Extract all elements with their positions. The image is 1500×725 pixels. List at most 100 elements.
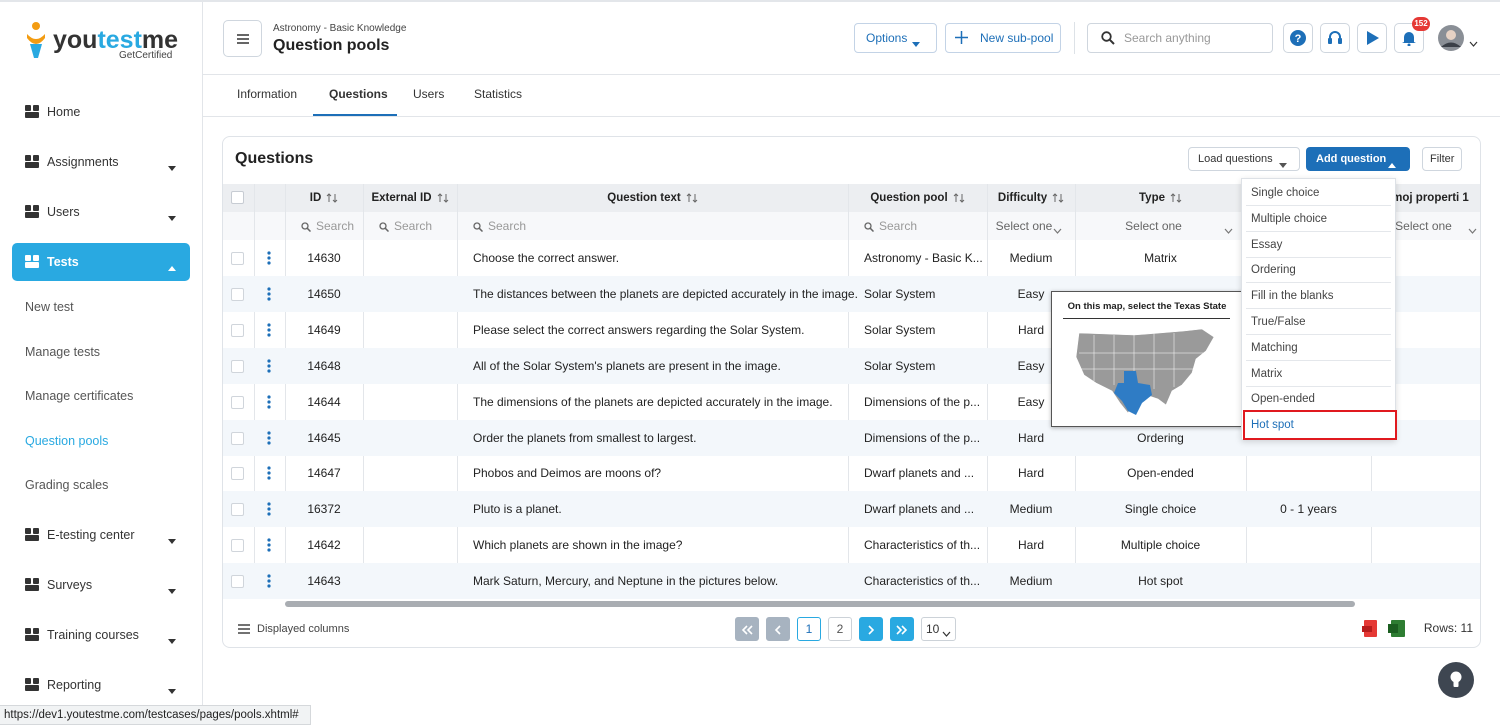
dropdown-item[interactable]: Hot spot [1251, 419, 1294, 432]
new-subpool-button[interactable] [945, 23, 1061, 53]
page-button[interactable] [828, 617, 852, 641]
tab[interactable]: Questions [329, 87, 388, 101]
search-box[interactable] [1087, 23, 1273, 53]
menu-button[interactable] [223, 20, 262, 57]
filter-button[interactable] [1422, 147, 1462, 171]
dropdown-item[interactable]: Single choice [1251, 187, 1320, 199]
column-label[interactable]: Type [1139, 192, 1165, 204]
column-label[interactable]: Question text [607, 192, 681, 204]
icon-button[interactable] [1320, 23, 1350, 53]
row-menu[interactable] [267, 359, 271, 373]
row-menu[interactable] [267, 323, 271, 337]
load-button[interactable] [1188, 147, 1300, 171]
search-icon [379, 221, 390, 233]
dropdown-item[interactable]: Matrix [1251, 367, 1283, 380]
last-icon [896, 624, 908, 635]
page-button[interactable] [735, 617, 759, 641]
excel-export[interactable] [1388, 620, 1405, 637]
cell: Medium [1009, 502, 1053, 517]
row-checkbox[interactable] [231, 431, 244, 445]
menu-item[interactable]: E-testing center [47, 528, 135, 542]
menu-item[interactable]: Home [47, 105, 81, 119]
menu-item[interactable]: Users [47, 205, 80, 219]
row-checkbox[interactable] [231, 287, 244, 301]
row-menu[interactable] [267, 287, 271, 301]
menu-item[interactable]: Assignments [47, 155, 119, 169]
menu-item[interactable]: Surveys [47, 578, 93, 592]
submenu-item[interactable]: Grading scales [25, 478, 109, 492]
icon-part [955, 31, 968, 44]
displayed-columns[interactable]: Displayed columns [257, 623, 350, 635]
tab[interactable]: Users [413, 87, 445, 101]
tab[interactable]: Information [237, 87, 298, 101]
cell: Multiple choice [1120, 538, 1201, 553]
filter-select[interactable]: Select one [1125, 219, 1182, 233]
row-menu[interactable] [267, 430, 271, 445]
menu-item[interactable]: Tests [47, 255, 79, 269]
row-checkbox[interactable] [231, 503, 244, 517]
row-checkbox[interactable] [231, 323, 244, 337]
column-label[interactable]: Difficulty [997, 192, 1048, 204]
header-checkbox[interactable] [231, 191, 244, 204]
icon-button[interactable] [1357, 23, 1387, 53]
filter-search[interactable]: Search [488, 219, 527, 233]
filter-search[interactable]: Search [316, 219, 355, 233]
column-label[interactable]: ID [309, 192, 322, 204]
page-button[interactable] [797, 617, 821, 641]
row-menu[interactable] [267, 502, 271, 516]
icon-part [1438, 25, 1464, 51]
row-checkbox[interactable] [231, 395, 244, 409]
menu-item[interactable]: Training courses [47, 628, 139, 642]
column-label[interactable]: moj properti 1 [1392, 192, 1469, 204]
icon-part [25, 628, 39, 641]
page-button[interactable] [890, 617, 914, 641]
filter-search[interactable]: Search [394, 219, 433, 233]
row-checkbox[interactable] [231, 359, 244, 373]
filter-select[interactable]: Select one [995, 219, 1053, 233]
submenu-item[interactable]: Question pools [25, 433, 109, 448]
icon-part [955, 31, 968, 44]
row-menu[interactable] [267, 251, 271, 265]
menu-item[interactable]: Reporting [47, 678, 102, 692]
icon-part [25, 255, 31, 261]
filter-search[interactable]: Search [879, 219, 918, 233]
dropdown-item[interactable]: Essay [1251, 238, 1283, 251]
icon-part [267, 292, 271, 296]
dropdown-item[interactable]: Multiple choice [1251, 212, 1328, 225]
filter-select[interactable]: Select one [1395, 219, 1452, 233]
column-label[interactable]: External ID [371, 192, 432, 204]
row-menu[interactable] [267, 394, 271, 409]
dropdown-item[interactable]: Open-ended [1251, 393, 1315, 406]
row-menu[interactable] [267, 538, 271, 552]
tab[interactable]: Statistics [474, 87, 523, 101]
icon-button[interactable] [1283, 23, 1313, 53]
row-checkbox[interactable] [231, 539, 244, 553]
dropdown-item[interactable]: True/False [1251, 316, 1306, 328]
icon-part [1075, 328, 1215, 414]
submenu-item[interactable]: Manage tests [25, 344, 101, 359]
submenu-item[interactable]: Manage certificates [25, 389, 134, 403]
column-header: ID [285, 190, 363, 206]
icon-part [1224, 228, 1233, 234]
icon-part [168, 689, 176, 694]
menu-icon [25, 578, 39, 591]
column-label[interactable]: Question pool [870, 192, 948, 204]
icon-part [238, 624, 250, 634]
submenu-item[interactable]: New test [25, 300, 74, 314]
help-bubble[interactable] [1438, 662, 1474, 698]
dropdown-item[interactable]: Fill in the blanks [1251, 290, 1334, 303]
row-checkbox[interactable] [231, 467, 244, 481]
dropdown-item[interactable]: Ordering [1251, 264, 1296, 277]
icon-button[interactable] [1394, 23, 1424, 53]
icon-part [267, 584, 271, 588]
dropdown-item[interactable]: Matching [1251, 341, 1298, 354]
page-size[interactable] [921, 617, 956, 641]
options-button[interactable] [854, 23, 937, 53]
row-menu[interactable] [267, 466, 271, 480]
row-checkbox[interactable] [231, 575, 244, 589]
row-checkbox[interactable] [231, 252, 244, 265]
dropdown-divider [1246, 230, 1391, 232]
pdf-export[interactable] [1362, 620, 1379, 637]
row-menu[interactable] [267, 574, 271, 588]
cell: Choose the correct answer. [473, 251, 620, 265]
